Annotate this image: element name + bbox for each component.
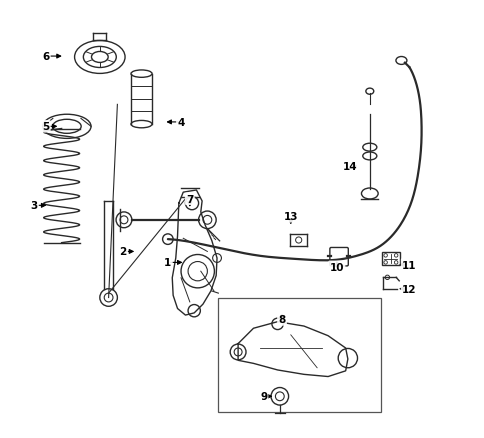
Text: 12: 12 (401, 284, 416, 294)
Text: 6: 6 (42, 52, 49, 62)
Bar (218, 298, 380, 412)
Bar (381, 253, 399, 266)
Text: 3: 3 (30, 201, 38, 211)
Text: 5: 5 (42, 122, 49, 132)
Ellipse shape (361, 188, 378, 199)
Ellipse shape (362, 152, 376, 160)
Text: 11: 11 (401, 260, 416, 270)
Text: 1: 1 (164, 258, 171, 268)
Text: 7: 7 (186, 194, 193, 204)
Text: 13: 13 (283, 212, 298, 222)
Text: 2: 2 (119, 247, 126, 257)
Text: 9: 9 (259, 392, 267, 401)
Text: 10: 10 (329, 262, 344, 272)
Text: 4: 4 (177, 118, 184, 127)
Ellipse shape (362, 144, 376, 152)
Ellipse shape (131, 71, 152, 78)
Text: 8: 8 (278, 315, 285, 325)
Text: 14: 14 (342, 162, 357, 171)
